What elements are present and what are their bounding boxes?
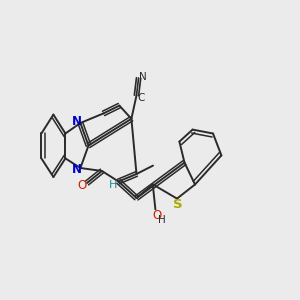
Text: H: H [158, 214, 166, 225]
Text: H: H [109, 180, 117, 190]
Text: N: N [71, 115, 82, 128]
Text: O: O [78, 179, 87, 192]
Text: N: N [139, 71, 147, 82]
Text: N: N [71, 163, 82, 176]
Text: C: C [137, 93, 144, 103]
Text: S: S [173, 197, 183, 211]
Text: O: O [153, 209, 162, 222]
